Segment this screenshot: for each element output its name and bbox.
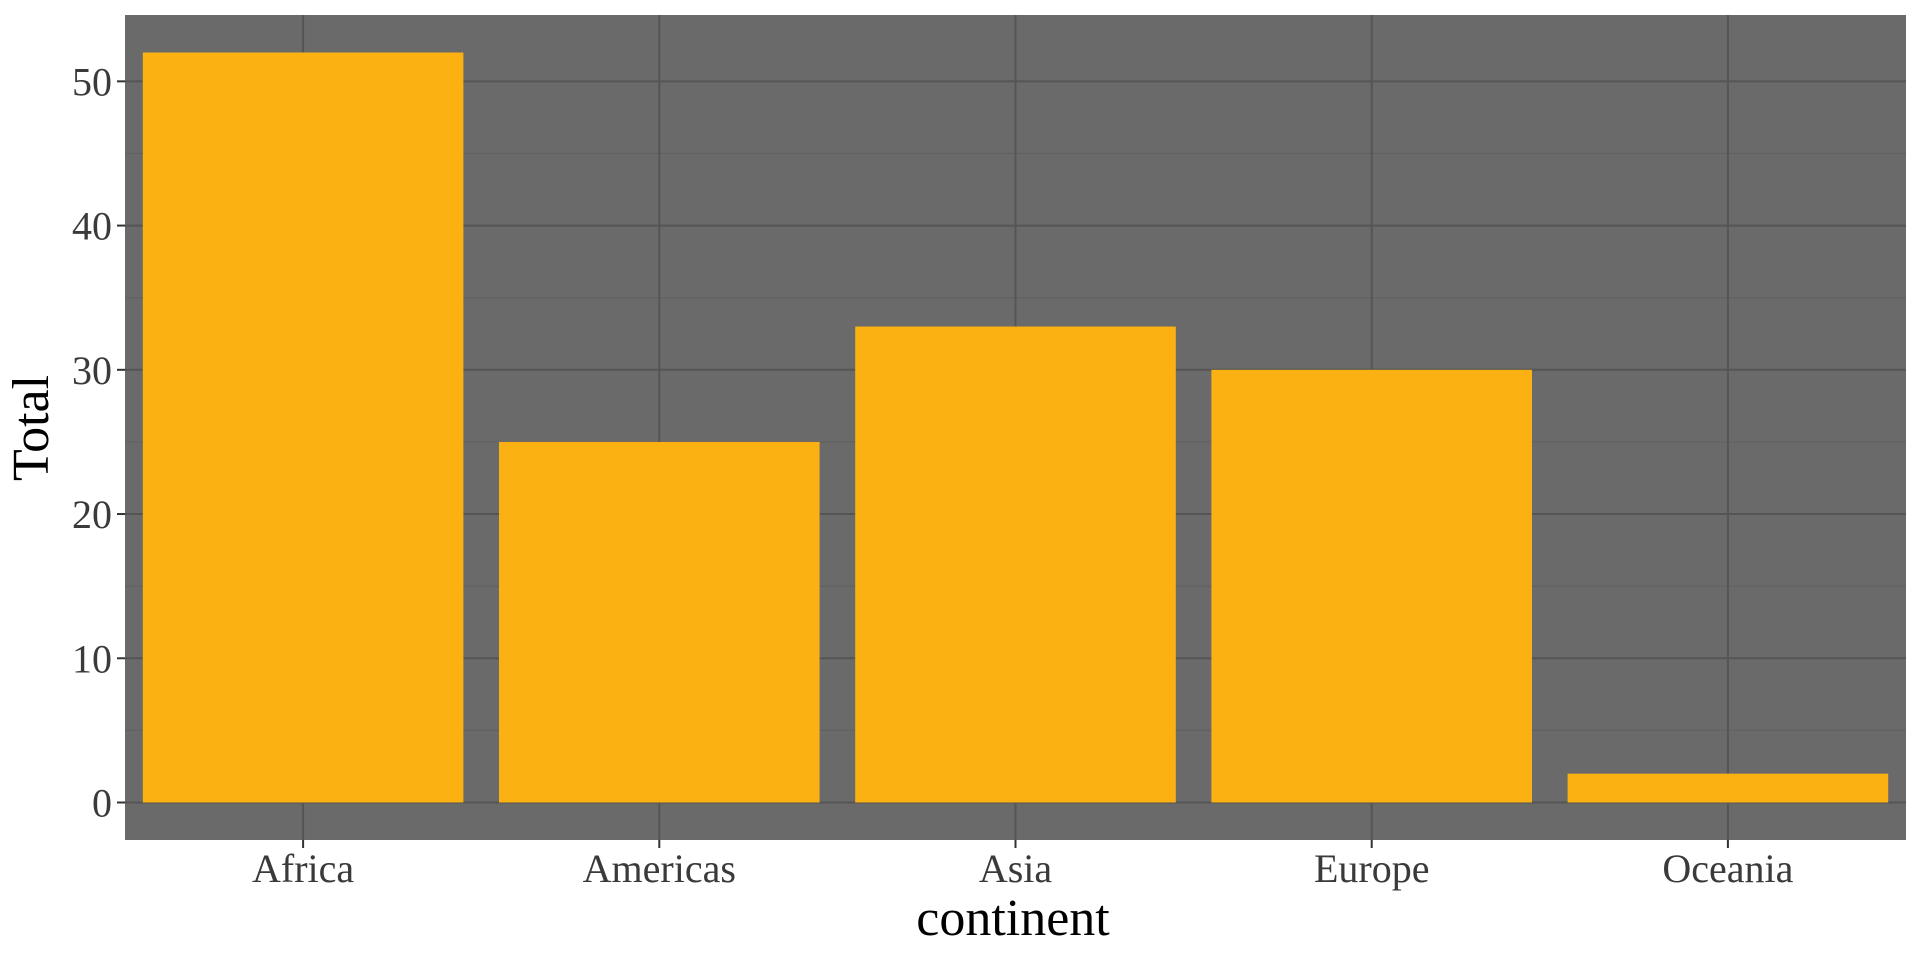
y-tick-label: 0 bbox=[92, 781, 112, 826]
bar-europe bbox=[1211, 369, 1532, 803]
x-axis-title: continent bbox=[916, 890, 1110, 947]
y-tick-label: 50 bbox=[72, 59, 112, 104]
x-tick-label: Asia bbox=[979, 846, 1053, 891]
y-axis-ticks: 0 10 20 30 40 50 bbox=[72, 59, 125, 826]
y-tick-label: 10 bbox=[72, 636, 112, 681]
bar-asia bbox=[855, 326, 1176, 803]
y-axis-title: Total bbox=[3, 375, 60, 481]
x-axis-ticks: Africa Americas Asia Europe Oceania bbox=[252, 840, 1794, 891]
y-tick-label: 40 bbox=[72, 204, 112, 249]
x-tick-label: Europe bbox=[1314, 846, 1430, 891]
bar-americas bbox=[499, 441, 820, 803]
bar-africa bbox=[142, 52, 464, 803]
x-tick-label: Americas bbox=[583, 846, 736, 891]
x-tick-label: Oceania bbox=[1662, 846, 1793, 891]
bar-oceania bbox=[1567, 773, 1889, 803]
y-tick-label: 30 bbox=[72, 348, 112, 393]
bars bbox=[142, 52, 1889, 803]
y-tick-label: 20 bbox=[72, 492, 112, 537]
x-tick-label: Africa bbox=[252, 846, 354, 891]
